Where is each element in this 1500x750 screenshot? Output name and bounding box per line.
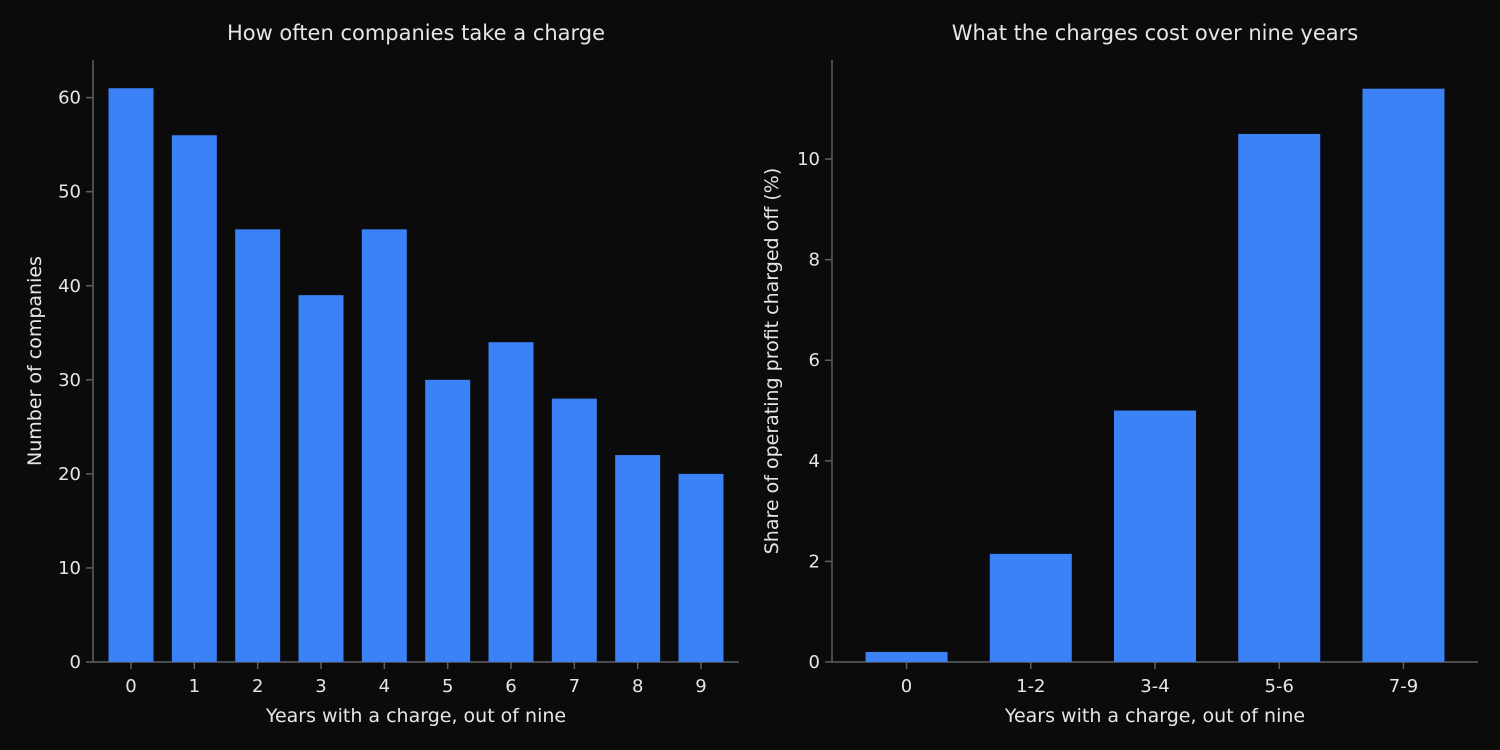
left-bar-6 — [488, 342, 534, 662]
left-bar-2 — [235, 229, 281, 662]
right-y-tick-label: 8 — [809, 250, 820, 271]
left-y-axis-label: Number of companies — [24, 256, 46, 466]
right-bar-5-6 — [1238, 133, 1321, 663]
right-y-tick-label: 4 — [809, 451, 820, 472]
left-bar-chart: How often companies take a charge Years … — [24, 21, 739, 727]
left-bar-5 — [425, 379, 471, 662]
right-bar-chart: What the charges cost over nine years Ye… — [761, 21, 1478, 727]
left-bar-9 — [678, 473, 724, 662]
left-bar-8 — [615, 455, 661, 662]
right-bar-1-2 — [989, 553, 1072, 662]
left-y-tick-label: 60 — [58, 88, 81, 109]
left-x-tick-label: 5 — [442, 676, 453, 697]
right-bar-0 — [865, 651, 948, 662]
right-y-tick-label: 10 — [797, 149, 820, 170]
left-bar-0 — [108, 88, 154, 662]
left-x-tick-label: 2 — [252, 676, 263, 697]
right-x-tick-label: 1-2 — [1016, 676, 1045, 697]
right-bar-7-9 — [1362, 88, 1445, 662]
left-bar-4 — [361, 229, 407, 662]
right-x-tick-label: 7-9 — [1389, 676, 1418, 697]
right-x-tick-label: 0 — [901, 676, 912, 697]
left-y-tick-label: 10 — [58, 558, 81, 579]
left-x-tick-label: 3 — [315, 676, 326, 697]
right-x-axis-label: Years with a charge, out of nine — [1004, 705, 1305, 727]
right-x-tick-label: 3-4 — [1140, 676, 1169, 697]
right-y-axis-label: Share of operating profit charged off (%… — [761, 168, 783, 555]
left-bar-3 — [298, 295, 344, 662]
left-y-tick-label: 20 — [58, 464, 81, 485]
left-x-tick-label: 1 — [189, 676, 200, 697]
left-x-tick-label: 8 — [632, 676, 643, 697]
left-chart-title: How often companies take a charge — [227, 21, 605, 45]
left-x-axis-label: Years with a charge, out of nine — [265, 705, 566, 727]
left-x-tick-label: 0 — [125, 676, 136, 697]
left-x-tick-label: 4 — [379, 676, 390, 697]
left-y-tick-label: 40 — [58, 276, 81, 297]
left-y-tick-label: 30 — [58, 370, 81, 391]
right-y-tick-label: 2 — [809, 551, 820, 572]
right-y-tick-label: 6 — [809, 350, 820, 371]
right-y-tick-label: 0 — [809, 652, 820, 673]
left-bar-7 — [551, 398, 597, 662]
left-x-tick-label: 9 — [695, 676, 706, 697]
right-chart-title: What the charges cost over nine years — [952, 21, 1358, 45]
right-x-tick-label: 5-6 — [1265, 676, 1294, 697]
left-y-tick-label: 50 — [58, 182, 81, 203]
left-y-tick-label: 0 — [70, 652, 81, 673]
left-bar-1 — [171, 135, 217, 662]
left-x-tick-label: 6 — [505, 676, 516, 697]
right-bar-3-4 — [1114, 410, 1196, 662]
left-x-tick-label: 7 — [569, 676, 580, 697]
